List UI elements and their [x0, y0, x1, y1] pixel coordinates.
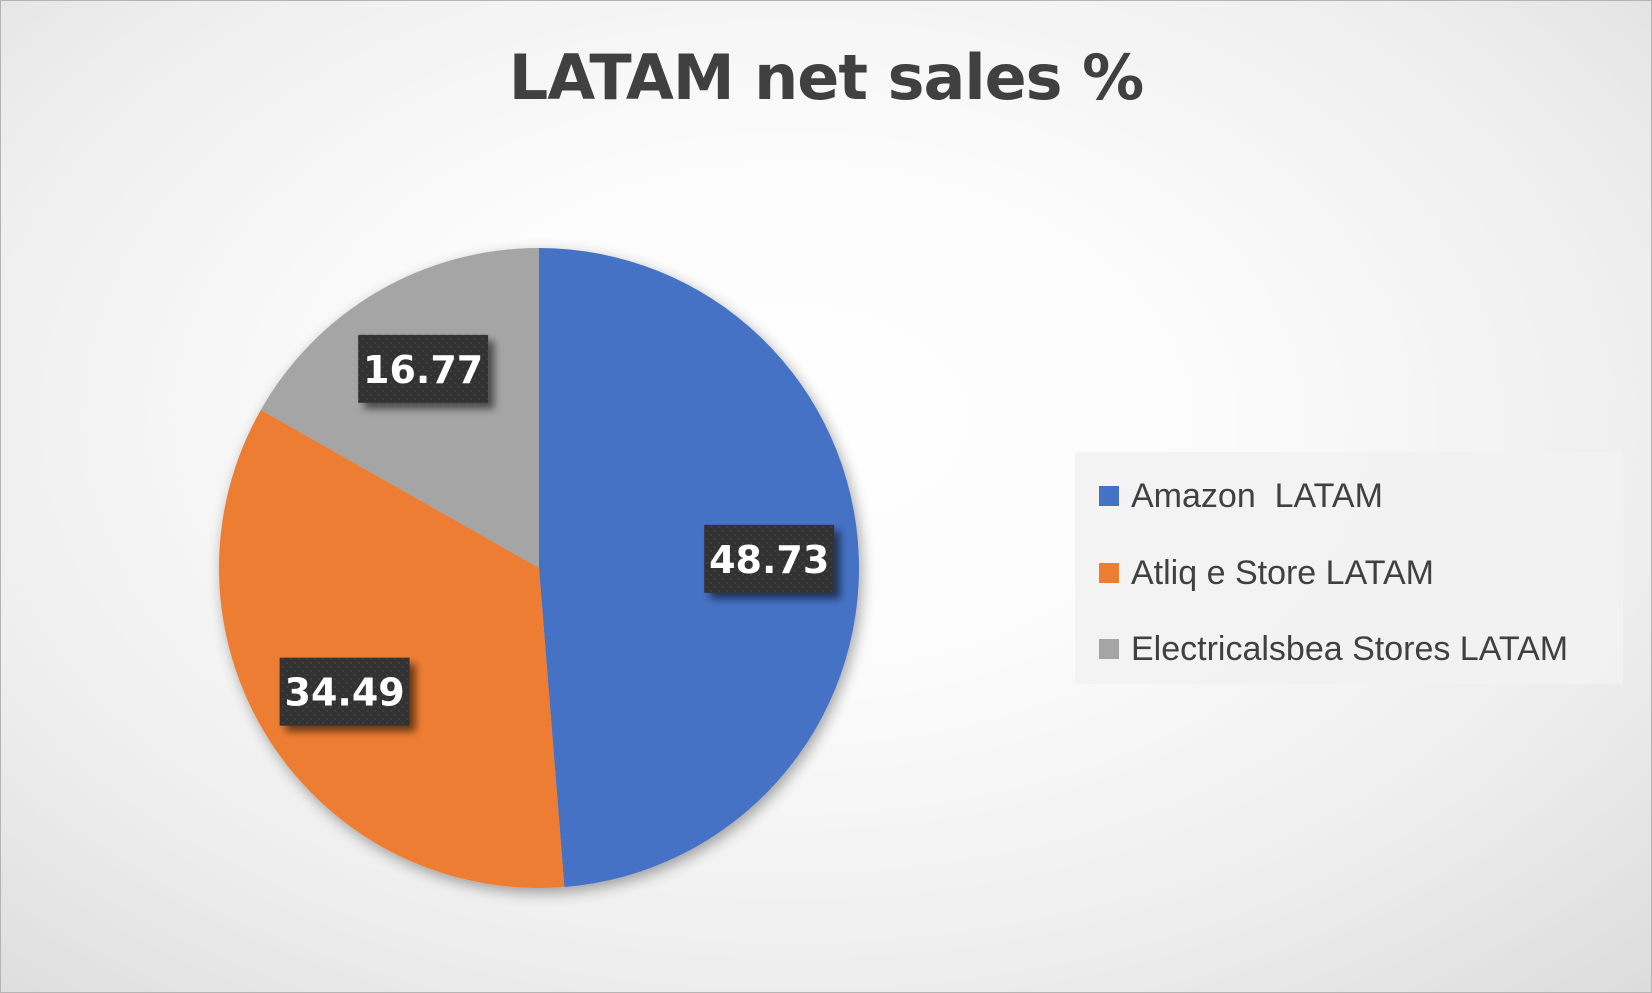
data-label-value: 16.77 — [363, 348, 483, 392]
legend-label: Electricalsbea Stores LATAM — [1131, 629, 1569, 668]
data-label-box — [279, 657, 410, 726]
data-label-electricalsbea: 16.77 — [358, 334, 489, 403]
pie-slice-amazon — [539, 248, 860, 887]
legend-swatch — [1099, 486, 1119, 506]
data-label-value: 34.49 — [285, 671, 405, 715]
data-label-box — [704, 524, 835, 593]
legend-label: Amazon LATAM — [1131, 476, 1383, 515]
pie-data-labels: 48.73 34.49 16.77 — [279, 334, 835, 726]
legend-swatch — [1099, 563, 1119, 583]
legend-label: Atliq e Store LATAM — [1131, 553, 1434, 592]
data-label-value: 48.73 — [709, 538, 829, 582]
data-label-amazon: 48.73 — [704, 524, 835, 593]
legend-item-amazon: Amazon LATAM — [1099, 474, 1383, 518]
legend-item-atliq: Atliq e Store LATAM — [1099, 551, 1434, 595]
pie-slice-electricalsbea — [260, 247, 539, 568]
data-label-atliq: 34.49 — [279, 657, 410, 726]
data-label-box — [358, 334, 489, 403]
legend-swatch — [1099, 639, 1119, 659]
pie-slice-atliq — [218, 409, 565, 889]
legend: Amazon LATAM Atliq e Store LATAM Electrica… — [1075, 452, 1623, 684]
legend-item-electricalsbea: Electricalsbea Stores LATAM — [1099, 627, 1568, 671]
chart-title: LATAM net sales % — [508, 41, 1144, 114]
pie-slices — [218, 247, 860, 889]
